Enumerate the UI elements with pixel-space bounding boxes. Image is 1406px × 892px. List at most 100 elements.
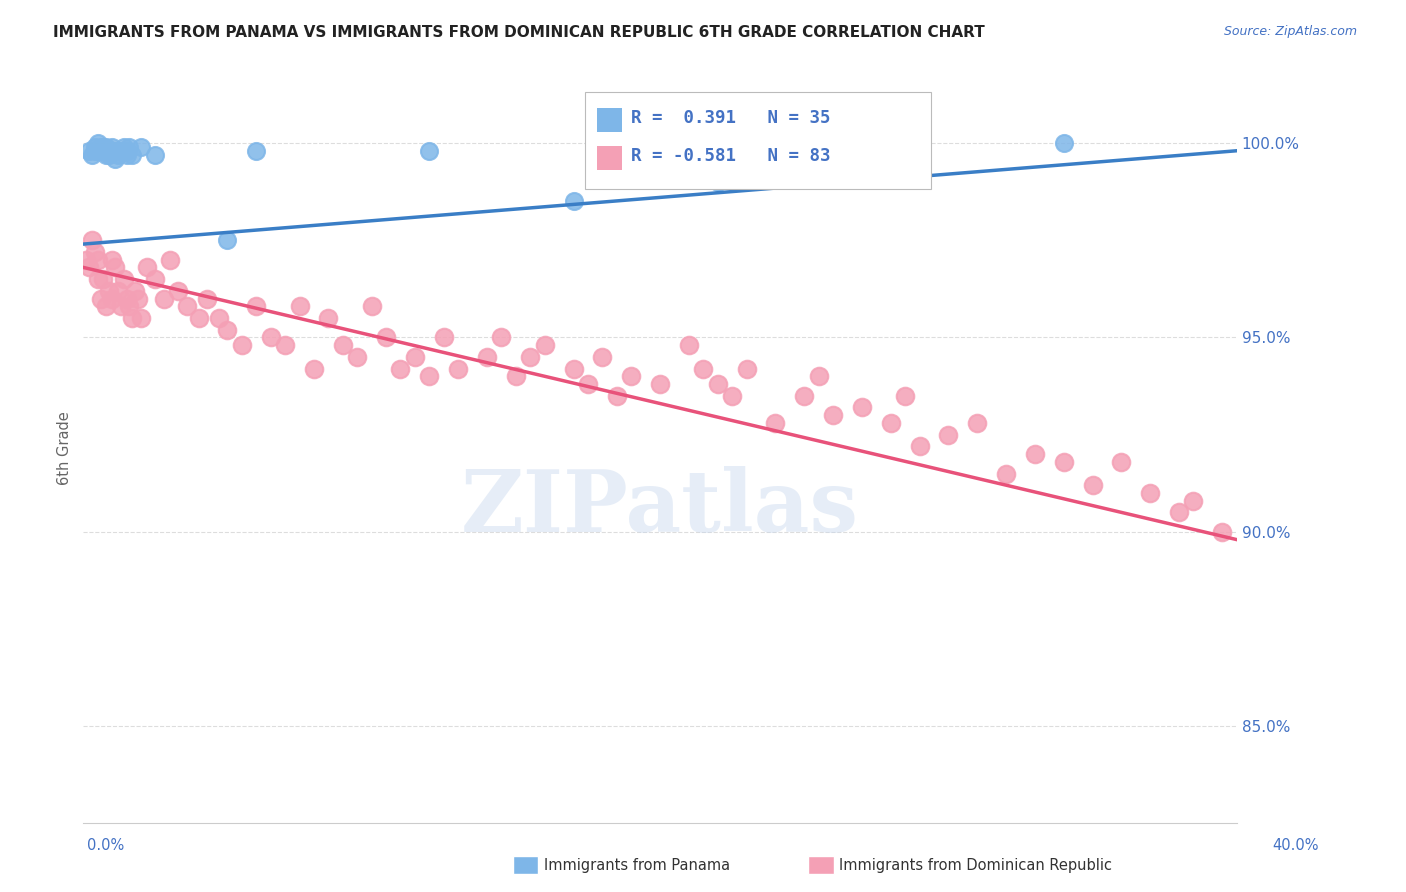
Point: [1024, 447, 1046, 461]
Point: [112, 140, 135, 154]
Point: [418, 369, 440, 384]
Point: [505, 369, 527, 384]
Point: [159, 252, 181, 267]
Point: [101, 144, 124, 158]
Point: [101, 252, 124, 267]
Point: [107, 147, 129, 161]
Point: [332, 338, 354, 352]
Point: [195, 292, 218, 306]
Point: [187, 310, 209, 325]
Text: R = -0.581   N = 83: R = -0.581 N = 83: [631, 146, 831, 164]
Point: [231, 338, 253, 352]
Point: [93, 140, 115, 154]
Point: [591, 350, 613, 364]
Point: [121, 147, 143, 161]
Point: [1182, 493, 1205, 508]
Point: [562, 194, 585, 209]
Point: [101, 292, 124, 306]
Point: [735, 361, 758, 376]
Point: [706, 377, 728, 392]
Point: [908, 439, 931, 453]
Point: [1211, 524, 1233, 539]
Point: [260, 330, 283, 344]
Point: [995, 467, 1018, 481]
Point: [104, 152, 127, 166]
Point: [129, 310, 152, 325]
Point: [115, 292, 138, 306]
Point: [404, 350, 426, 364]
Point: [1053, 455, 1076, 469]
Point: [145, 272, 167, 286]
Point: [110, 144, 132, 158]
Point: [851, 401, 873, 415]
Point: [153, 292, 176, 306]
Point: [217, 323, 239, 337]
Point: [115, 144, 138, 158]
Point: [80, 147, 103, 161]
Point: [938, 427, 960, 442]
Y-axis label: 6th Grade: 6th Grade: [58, 411, 72, 485]
Point: [96, 140, 118, 154]
Point: [83, 144, 105, 158]
Point: [135, 260, 157, 275]
Point: [104, 260, 127, 275]
Point: [721, 389, 744, 403]
Point: [245, 144, 267, 158]
Point: [288, 299, 311, 313]
Point: [302, 361, 325, 376]
Point: [245, 299, 267, 313]
Point: [93, 144, 115, 158]
Text: Source: ZipAtlas.com: Source: ZipAtlas.com: [1223, 25, 1357, 38]
Point: [115, 147, 138, 161]
Point: [112, 144, 135, 158]
Point: [966, 416, 988, 430]
Text: Immigrants from Dominican Republic: Immigrants from Dominican Republic: [839, 858, 1112, 872]
Point: [606, 389, 628, 403]
Point: [880, 416, 903, 430]
Point: [118, 140, 141, 154]
Point: [93, 272, 115, 286]
Point: [86, 144, 108, 158]
Point: [90, 144, 112, 158]
Point: [1139, 486, 1161, 500]
Point: [491, 330, 513, 344]
Point: [145, 147, 167, 161]
Text: R =  0.391   N = 35: R = 0.391 N = 35: [631, 109, 831, 127]
Point: [98, 144, 121, 158]
Point: [562, 361, 585, 376]
Point: [176, 299, 198, 313]
FancyBboxPatch shape: [585, 92, 931, 189]
Point: [98, 147, 121, 161]
Point: [274, 338, 297, 352]
Point: [1111, 455, 1133, 469]
Point: [75, 252, 97, 267]
Point: [110, 299, 132, 313]
Point: [620, 369, 643, 384]
Point: [706, 175, 728, 189]
Point: [96, 147, 118, 161]
Point: [107, 284, 129, 298]
Point: [77, 144, 100, 158]
Point: [763, 416, 786, 430]
Point: [389, 361, 412, 376]
Text: IMMIGRANTS FROM PANAMA VS IMMIGRANTS FROM DOMINICAN REPUBLIC 6TH GRADE CORRELATI: IMMIGRANTS FROM PANAMA VS IMMIGRANTS FRO…: [53, 25, 986, 40]
Point: [1081, 478, 1104, 492]
Point: [793, 389, 815, 403]
Bar: [596, 145, 621, 169]
Point: [648, 377, 671, 392]
Point: [118, 299, 141, 313]
Point: [121, 310, 143, 325]
Point: [90, 292, 112, 306]
Point: [83, 140, 105, 154]
Point: [167, 284, 190, 298]
Point: [360, 299, 382, 313]
Point: [86, 252, 108, 267]
Point: [807, 369, 830, 384]
Point: [447, 361, 470, 376]
Point: [129, 140, 152, 154]
Point: [217, 233, 239, 247]
Point: [533, 338, 555, 352]
Point: [576, 377, 599, 392]
Point: [96, 299, 118, 313]
Point: [86, 136, 108, 150]
